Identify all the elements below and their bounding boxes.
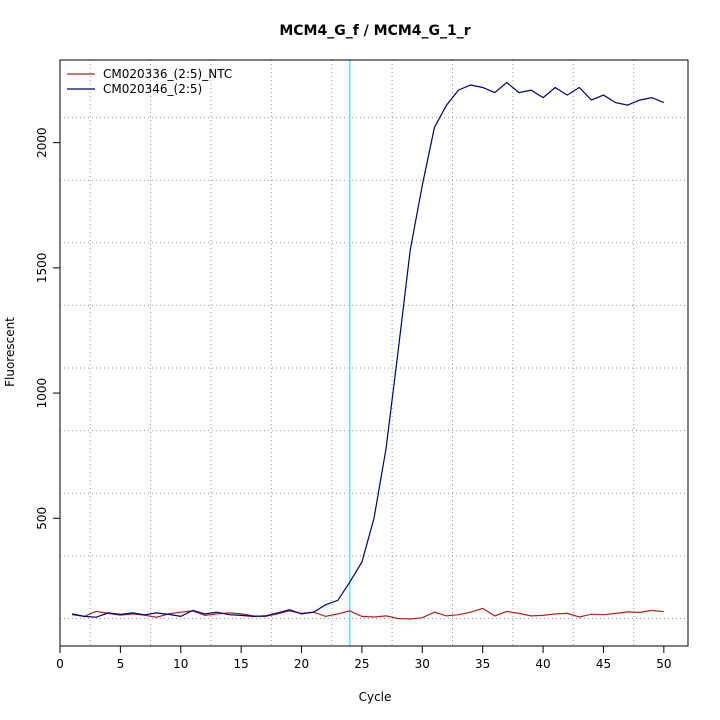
plot-frame xyxy=(59,59,689,647)
x-tick-label: 50 xyxy=(656,657,671,671)
y-axis: 500 1000 1500 2000 xyxy=(35,127,60,530)
x-tick-label: 40 xyxy=(535,657,550,671)
x-tick-label: 0 xyxy=(56,657,64,671)
x-axis: 0 5 10 15 20 25 30 35 40 45 50 xyxy=(56,646,671,671)
y-tick-label: 1500 xyxy=(35,253,49,284)
grid-lines xyxy=(60,60,688,646)
x-tick-label: 15 xyxy=(234,657,249,671)
y-tick-label: 500 xyxy=(35,507,49,530)
series-layer xyxy=(71,81,665,620)
y-tick-label: 1000 xyxy=(35,378,49,409)
y-axis-label: Fluorescent xyxy=(3,317,17,387)
legend-label: CM020346_(2:5) xyxy=(103,82,202,96)
x-tick-label: 5 xyxy=(117,657,125,671)
x-tick-label: 25 xyxy=(354,657,369,671)
series-line-2 xyxy=(71,81,665,618)
x-tick-label: 10 xyxy=(173,657,188,671)
series-line-1 xyxy=(72,607,664,620)
chart-title: MCM4_G_f / MCM4_G_1_r xyxy=(279,23,470,39)
y-tick-label: 2000 xyxy=(35,127,49,158)
x-tick-label: 45 xyxy=(596,657,611,671)
legend-label: CM020336_(2:5)_NTC xyxy=(103,67,232,81)
x-tick-label: 20 xyxy=(294,657,309,671)
x-tick-label: 30 xyxy=(415,657,430,671)
x-axis-label: Cycle xyxy=(359,690,392,704)
x-tick-label: 35 xyxy=(475,657,490,671)
